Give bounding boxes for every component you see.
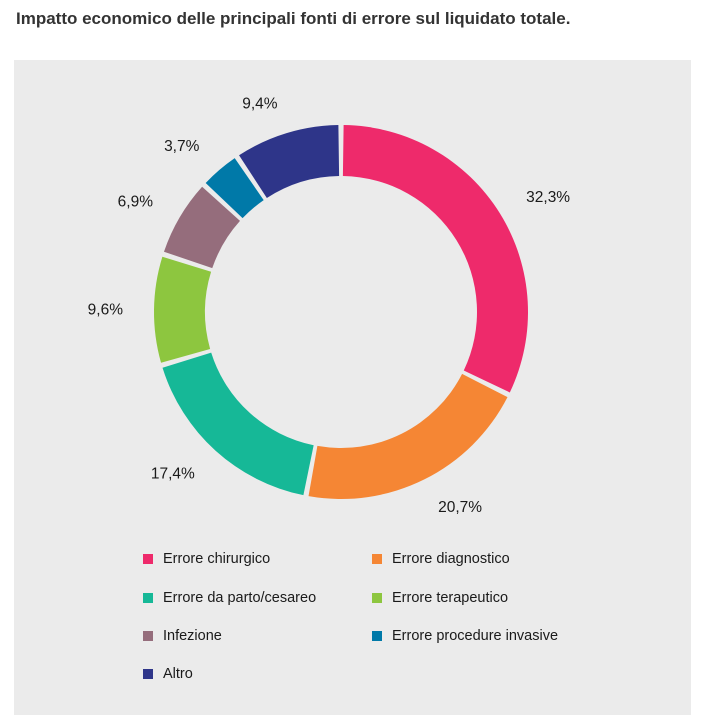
slice-label-errore-procedure-invasive: 3,7% — [164, 138, 200, 155]
legend-swatch — [143, 593, 153, 603]
slice-label-errore-da-parto-cesareo: 17,4% — [151, 466, 195, 483]
slice-errore-da-parto-cesareo — [162, 352, 314, 496]
slice-altro — [239, 125, 340, 198]
slice-errore-procedure-invasive — [205, 158, 264, 219]
slice-infezione — [163, 186, 240, 269]
legend-item-infezione: Infezione — [143, 627, 222, 645]
legend-item-errore-procedure-invasive: Errore procedure invasive — [372, 627, 558, 645]
legend-label: Errore procedure invasive — [392, 628, 559, 644]
legend-label: Altro — [163, 666, 193, 682]
legend-swatch — [372, 593, 382, 603]
legend-item-errore-chirurgico: Errore chirurgico — [143, 550, 270, 568]
legend-item-errore-terapeutico: Errore terapeutico — [372, 589, 508, 607]
slice-label-infezione: 6,9% — [118, 194, 154, 211]
legend-label: Errore da parto/cesareo — [163, 590, 317, 606]
legend-swatch — [372, 554, 382, 564]
slice-errore-chirurgico — [342, 125, 528, 393]
legend-label: Errore chirurgico — [163, 551, 271, 567]
donut-chart: 32,3% 20,7% 17,4% 9,6% 6,9% 3,7% 9,4% — [88, 95, 571, 516]
legend-item-altro: Altro — [143, 665, 193, 683]
legend-label: Errore terapeutico — [392, 590, 509, 606]
legend-swatch — [143, 554, 153, 564]
slice-label-errore-terapeutico: 9,6% — [88, 301, 124, 318]
slice-label-errore-chirurgico: 32,3% — [526, 189, 570, 206]
legend-swatch — [372, 631, 382, 641]
slice-label-altro: 9,4% — [242, 95, 278, 112]
legend-item-errore-da-parto-cesareo: Errore da parto/cesareo — [143, 589, 316, 607]
legend-label: Infezione — [163, 628, 222, 644]
legend-item-errore-diagnostico: Errore diagnostico — [372, 550, 510, 568]
legend: Errore chirurgico Errore diagnostico Error… — [14, 60, 691, 715]
slice-errore-terapeutico — [154, 256, 212, 363]
chart-title: Impatto economico delle principali fonti… — [16, 9, 571, 28]
slice-errore-diagnostico — [308, 373, 508, 499]
legend-swatch — [143, 669, 153, 679]
slice-label-errore-diagnostico: 20,7% — [438, 499, 482, 516]
chart-panel: 32,3% 20,7% 17,4% 9,6% 6,9% 3,7% 9,4% Errore c… — [14, 60, 691, 715]
legend-swatch — [143, 631, 153, 641]
legend-label: Errore diagnostico — [392, 551, 510, 567]
